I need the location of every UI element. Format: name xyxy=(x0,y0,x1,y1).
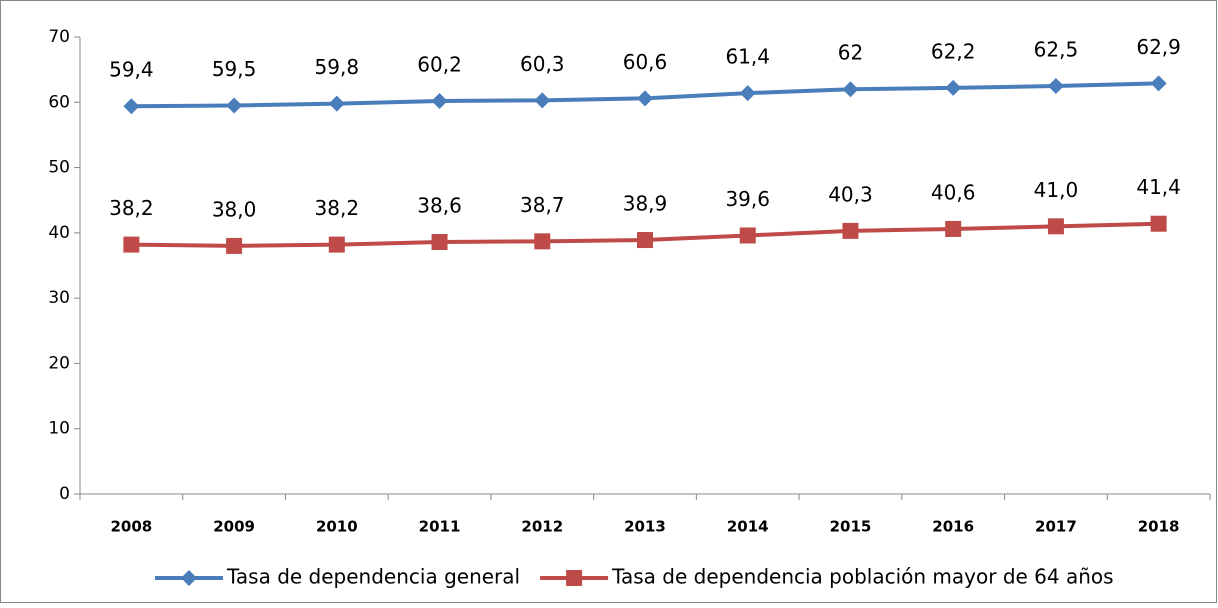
data-label: 41,0 xyxy=(1034,178,1079,202)
data-point xyxy=(1047,218,1064,235)
y-tick-label: 30 xyxy=(48,288,70,308)
data-label: 38,0 xyxy=(212,197,257,221)
legend-label: Tasa de dependencia población mayor de 6… xyxy=(611,565,1113,589)
x-tick-label: 2017 xyxy=(1035,518,1077,536)
x-tick-label: 2011 xyxy=(419,518,461,536)
data-label: 38,6 xyxy=(417,193,462,217)
x-tick-label: 2014 xyxy=(727,518,769,536)
data-point xyxy=(637,232,653,249)
data-point xyxy=(945,79,962,96)
data-point xyxy=(534,92,551,109)
x-tick-label: 2015 xyxy=(830,518,872,536)
data-label: 61,4 xyxy=(725,45,770,69)
data-point xyxy=(226,97,243,114)
y-tick-label: 60 xyxy=(48,92,70,112)
data-point xyxy=(123,98,140,115)
data-point xyxy=(226,237,243,254)
data-label: 62 xyxy=(838,41,863,65)
x-tick-label: 2016 xyxy=(932,518,974,536)
data-label: 62,5 xyxy=(1034,37,1079,61)
data-point xyxy=(431,233,448,250)
data-point xyxy=(1047,77,1064,94)
data-point xyxy=(739,227,756,244)
data-point xyxy=(1150,215,1167,232)
legend-marker xyxy=(181,570,197,586)
data-label: 59,8 xyxy=(315,55,360,79)
data-point xyxy=(534,233,551,250)
y-tick-label: 0 xyxy=(59,484,70,504)
y-tick-label: 10 xyxy=(48,419,70,439)
data-label: 38,9 xyxy=(623,192,668,216)
data-point xyxy=(739,85,756,102)
data-label: 38,7 xyxy=(520,193,565,217)
data-point xyxy=(842,81,859,98)
x-tick-label: 2010 xyxy=(316,518,358,536)
data-point xyxy=(431,92,448,109)
data-label: 40,6 xyxy=(931,180,976,204)
data-label: 60,2 xyxy=(417,52,462,76)
x-tick-label: 2008 xyxy=(110,518,152,536)
x-tick-label: 2012 xyxy=(521,518,563,536)
data-label: 60,6 xyxy=(623,50,668,74)
y-tick-label: 70 xyxy=(48,27,70,47)
data-label: 39,6 xyxy=(725,187,770,211)
data-point xyxy=(123,236,140,253)
y-tick-label: 40 xyxy=(48,223,70,243)
data-point xyxy=(328,236,345,253)
y-tick-label: 50 xyxy=(48,158,70,178)
data-label: 62,2 xyxy=(931,39,976,63)
legend-label: Tasa de dependencia general xyxy=(226,565,520,589)
data-point xyxy=(328,95,345,112)
data-label: 38,2 xyxy=(109,196,154,220)
data-point xyxy=(637,90,653,107)
x-tick-label: 2013 xyxy=(624,518,666,536)
data-label: 62,9 xyxy=(1136,35,1181,59)
data-label: 60,3 xyxy=(520,52,565,76)
data-label: 59,4 xyxy=(109,58,154,82)
data-point xyxy=(1150,75,1167,92)
data-label: 38,2 xyxy=(315,196,360,220)
legend-marker xyxy=(566,570,583,586)
data-point xyxy=(945,220,962,237)
x-tick-label: 2009 xyxy=(213,518,255,536)
data-label: 40,3 xyxy=(828,182,873,206)
y-tick-label: 20 xyxy=(48,353,70,373)
data-label: 59,5 xyxy=(212,57,257,81)
x-tick-label: 2018 xyxy=(1138,518,1180,536)
data-label: 41,4 xyxy=(1136,175,1181,199)
data-point xyxy=(842,222,859,239)
